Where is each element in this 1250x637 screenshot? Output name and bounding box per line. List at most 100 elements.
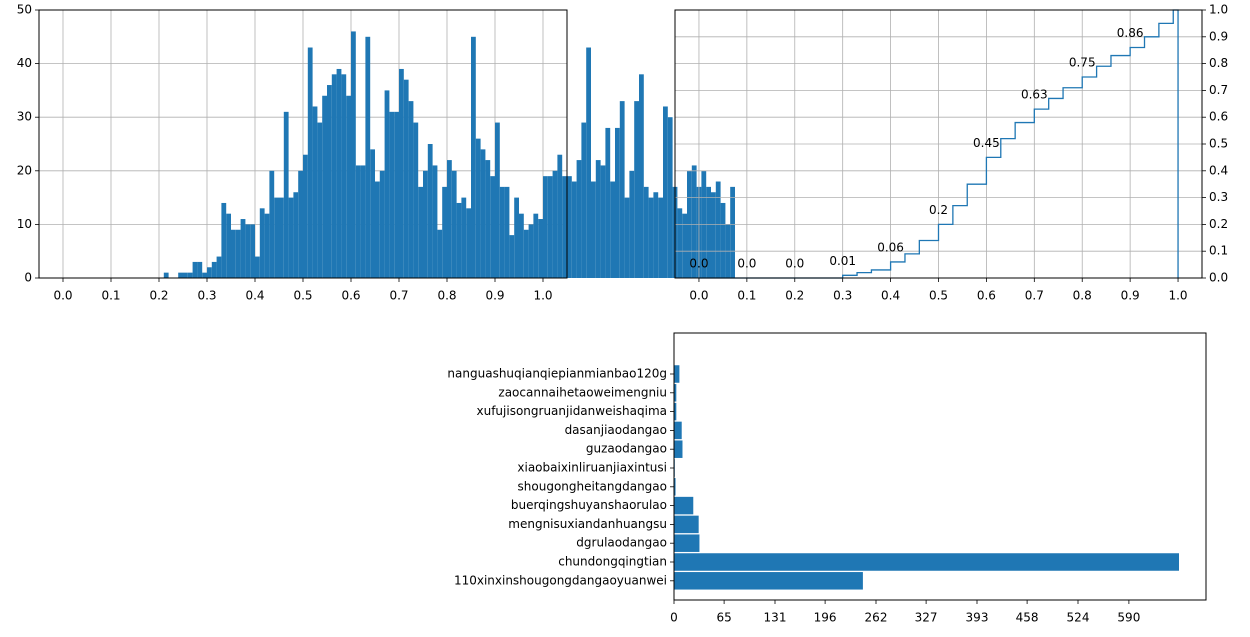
histogram-bar xyxy=(303,154,308,278)
histogram-bar xyxy=(451,170,457,278)
x-tick-label: 590 xyxy=(1117,611,1140,625)
category-label: shougongheitangdangao xyxy=(518,479,667,493)
histogram-bar xyxy=(634,101,639,279)
histogram-bar xyxy=(317,122,323,278)
histogram-bar xyxy=(288,197,294,278)
histogram-bar xyxy=(504,186,510,278)
histogram-bar xyxy=(360,165,366,278)
y-tick-label: 0.7 xyxy=(1209,83,1228,97)
histogram-bar xyxy=(605,127,611,278)
histogram-bar xyxy=(279,197,284,278)
histogram-bar xyxy=(197,261,203,278)
y-tick-label: 20 xyxy=(17,163,32,177)
histogram-bar xyxy=(231,229,236,278)
data-label: 0.01 xyxy=(829,254,856,268)
data-label: 0.0 xyxy=(785,257,804,271)
x-tick-label: 0.4 xyxy=(245,289,264,303)
y-tick-label: 0.9 xyxy=(1209,29,1228,43)
histogram-bar xyxy=(610,181,615,278)
histogram-bar xyxy=(490,176,495,278)
histogram-bar xyxy=(663,106,668,278)
x-tick-label: 0.5 xyxy=(929,289,948,303)
horizontal-bar xyxy=(674,534,700,552)
histogram-bar xyxy=(331,74,337,278)
y-tick-label: 0.5 xyxy=(1209,137,1228,151)
histogram-bar xyxy=(653,192,659,278)
y-tick-label: 0.4 xyxy=(1209,163,1228,177)
plot-frame xyxy=(673,332,1207,601)
x-tick-label: 0.1 xyxy=(101,289,120,303)
horizontal-bar xyxy=(674,421,682,440)
histogram-bar xyxy=(591,181,596,278)
x-tick-label: 131 xyxy=(764,611,787,625)
histogram-bar xyxy=(557,154,563,278)
histogram-bar xyxy=(394,111,399,278)
histogram-bar xyxy=(523,229,529,278)
horizontal-bar xyxy=(674,440,683,458)
histogram-bar xyxy=(658,197,663,278)
histogram-bar xyxy=(312,106,318,278)
histogram-bar xyxy=(600,165,606,278)
histogram-bar xyxy=(384,90,390,279)
histogram-bar xyxy=(720,202,726,278)
histogram-bar xyxy=(293,192,299,278)
data-label: 1.0 xyxy=(1168,0,1187,3)
horizontal-bar xyxy=(674,553,1179,571)
histogram-bar xyxy=(418,186,423,278)
histogram-chart: 0.0 0.1 0.2 0.3 0.4 0.5 0.6 0.7 0.8 0.9 1.0 0 10 20 30… xyxy=(17,3,735,303)
histogram-bar xyxy=(466,208,471,278)
x-tick-label: 0 xyxy=(670,611,678,625)
cumulative-step-line xyxy=(698,9,1179,279)
histogram-bar xyxy=(629,170,635,278)
histogram-bar xyxy=(240,219,246,278)
histogram-bar xyxy=(365,36,371,278)
x-tick-label: 0.0 xyxy=(689,289,708,303)
histogram-bar xyxy=(682,213,687,278)
y-tick-label: 0.1 xyxy=(1209,244,1228,258)
category-label: 110xinxinshougongdangaoyuanwei xyxy=(454,573,667,587)
histogram-bar xyxy=(648,197,654,278)
histogram-bar xyxy=(471,36,476,278)
histogram-bar xyxy=(245,224,251,278)
histogram-bar xyxy=(235,229,241,278)
horizontal-bar-chart: 0 65 131 196 262 327 393 458 524 590 nanguashuqian… xyxy=(447,332,1207,625)
histogram-bar xyxy=(307,47,313,278)
histogram-bar xyxy=(221,202,227,278)
cumulative-distribution-chart: 0.0 0.1 0.2 0.3 0.4 0.5 0.6 0.7 0.8 0.9 1.0 0.0 0.1 0… xyxy=(674,0,1228,303)
histogram-bar xyxy=(192,261,198,278)
histogram-bar xyxy=(586,47,591,278)
histogram-bar xyxy=(207,267,212,278)
category-label: guzaodangao xyxy=(586,442,667,456)
histogram-bar xyxy=(447,160,452,278)
x-tick-label: 0.0 xyxy=(53,289,72,303)
histogram-bar xyxy=(216,256,222,278)
histogram-bar xyxy=(442,186,447,278)
category-label: dgrulaodangao xyxy=(576,536,667,550)
histogram-bar xyxy=(274,197,279,278)
histogram-bar xyxy=(202,272,207,278)
histogram-bar xyxy=(624,197,630,278)
histogram-bar xyxy=(178,272,183,278)
histogram-bar xyxy=(514,197,519,278)
x-tick-label: 0.8 xyxy=(1073,289,1092,303)
histogram-bar xyxy=(581,122,587,278)
histogram-bar xyxy=(495,122,500,278)
histogram-bar xyxy=(341,74,347,278)
x-tick-label: 0.6 xyxy=(977,289,996,303)
histogram-bar xyxy=(379,170,385,278)
y-tick-label: 0.6 xyxy=(1209,110,1228,124)
x-tick-label: 0.1 xyxy=(737,289,756,303)
histogram-bar xyxy=(370,149,375,278)
histogram-bar xyxy=(480,149,486,278)
histogram-bar xyxy=(519,213,524,278)
histogram-bar xyxy=(327,85,332,278)
histogram-bar xyxy=(226,213,231,278)
x-tick-label: 327 xyxy=(915,611,938,625)
histogram-bar xyxy=(283,111,289,278)
y-tick-label: 0.3 xyxy=(1209,190,1228,204)
histogram-bar xyxy=(538,219,543,278)
histogram-bar xyxy=(269,170,275,278)
histogram-bar xyxy=(322,95,327,278)
x-tick-label: 262 xyxy=(865,611,888,625)
histogram-bar xyxy=(528,224,534,278)
